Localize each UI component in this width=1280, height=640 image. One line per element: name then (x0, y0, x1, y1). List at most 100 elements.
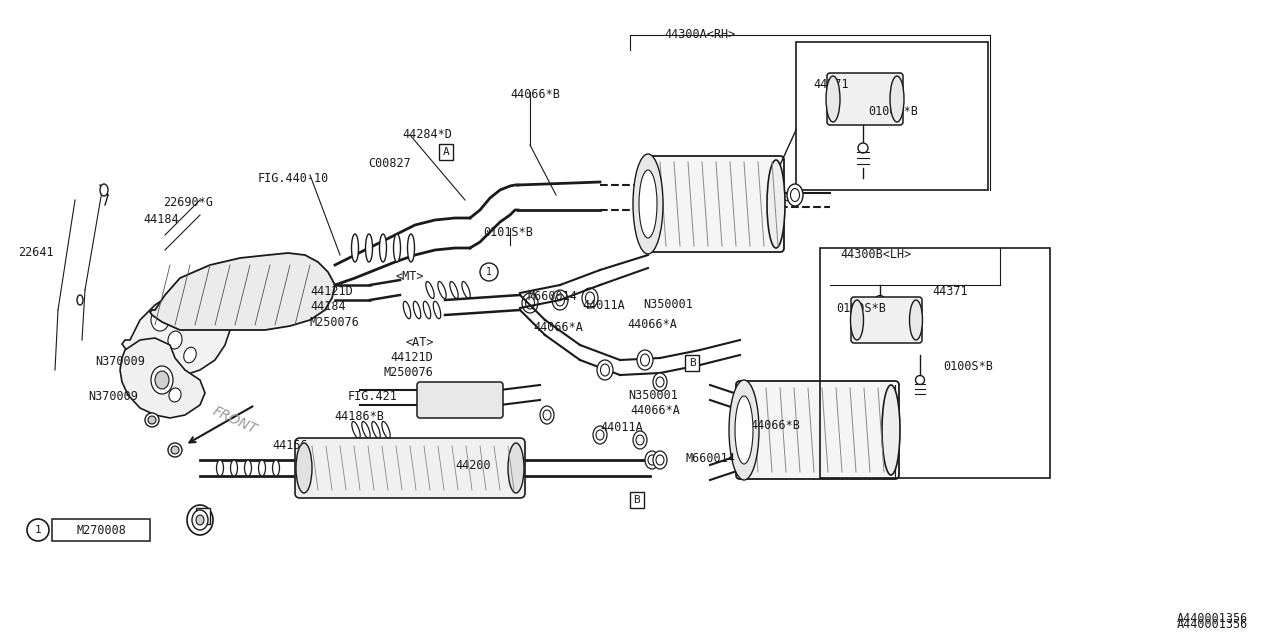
Text: 44066*B: 44066*B (750, 419, 800, 432)
Ellipse shape (850, 300, 864, 340)
Polygon shape (120, 338, 205, 418)
Text: 44284*D: 44284*D (402, 128, 452, 141)
Ellipse shape (352, 234, 358, 262)
Ellipse shape (151, 366, 173, 394)
Ellipse shape (791, 189, 800, 202)
Text: A440001356: A440001356 (1176, 618, 1248, 631)
Ellipse shape (735, 385, 753, 475)
Ellipse shape (637, 350, 653, 370)
Text: M250076: M250076 (383, 366, 433, 379)
Ellipse shape (556, 294, 564, 306)
Ellipse shape (634, 154, 663, 254)
Ellipse shape (259, 460, 265, 476)
Ellipse shape (910, 300, 923, 340)
Ellipse shape (526, 297, 535, 309)
Text: 0101S*B: 0101S*B (483, 226, 532, 239)
Ellipse shape (890, 76, 904, 122)
Text: M250076: M250076 (310, 316, 360, 329)
Bar (52, 519, 150, 541)
Ellipse shape (640, 354, 649, 366)
Ellipse shape (413, 301, 421, 319)
FancyBboxPatch shape (294, 438, 525, 498)
Ellipse shape (192, 510, 207, 530)
Text: B: B (689, 358, 695, 368)
Text: N350001: N350001 (628, 389, 678, 402)
Ellipse shape (522, 293, 538, 313)
Ellipse shape (657, 377, 664, 387)
Text: 44300A<RH>: 44300A<RH> (664, 28, 736, 41)
Text: 44186*B: 44186*B (334, 410, 384, 423)
Ellipse shape (77, 295, 83, 305)
Ellipse shape (915, 376, 924, 385)
Text: 44066*A: 44066*A (627, 318, 677, 331)
Ellipse shape (876, 296, 884, 305)
Ellipse shape (735, 396, 753, 464)
Text: 44184: 44184 (310, 300, 346, 313)
Ellipse shape (172, 446, 179, 454)
Ellipse shape (148, 416, 156, 424)
Ellipse shape (407, 234, 415, 262)
FancyBboxPatch shape (736, 381, 899, 479)
Ellipse shape (145, 413, 159, 427)
Ellipse shape (362, 422, 370, 438)
Text: 22641: 22641 (18, 246, 54, 259)
FancyBboxPatch shape (417, 382, 503, 418)
Ellipse shape (540, 406, 554, 424)
Ellipse shape (196, 515, 204, 525)
Ellipse shape (462, 282, 470, 298)
Text: 44371: 44371 (813, 78, 849, 91)
Text: 1: 1 (35, 525, 41, 535)
Text: A440001356: A440001356 (1176, 612, 1248, 625)
FancyBboxPatch shape (644, 156, 783, 252)
Text: <AT>: <AT> (406, 336, 434, 349)
Ellipse shape (645, 451, 659, 469)
Ellipse shape (296, 443, 312, 493)
Ellipse shape (653, 373, 667, 391)
Text: 44011A: 44011A (600, 421, 643, 434)
Text: 22690*G: 22690*G (163, 196, 212, 209)
Bar (820, 248, 1050, 478)
Text: 44300B<LH>: 44300B<LH> (840, 248, 911, 261)
Text: M660014: M660014 (686, 452, 736, 465)
FancyBboxPatch shape (827, 73, 902, 125)
Text: 44121D: 44121D (310, 285, 353, 298)
Ellipse shape (424, 301, 430, 319)
Ellipse shape (273, 460, 279, 476)
Text: 44156: 44156 (273, 439, 307, 452)
Polygon shape (122, 290, 230, 375)
Text: N350001: N350001 (643, 298, 692, 311)
Ellipse shape (449, 282, 458, 298)
Ellipse shape (634, 431, 646, 449)
Ellipse shape (787, 184, 803, 206)
Text: 44066*B: 44066*B (509, 88, 559, 101)
Ellipse shape (593, 426, 607, 444)
Ellipse shape (582, 288, 598, 308)
Ellipse shape (653, 451, 667, 469)
Ellipse shape (168, 331, 182, 349)
Ellipse shape (636, 435, 644, 445)
Ellipse shape (882, 385, 900, 475)
Text: 44200: 44200 (454, 459, 490, 472)
Ellipse shape (767, 160, 785, 248)
Text: 1: 1 (486, 267, 492, 277)
Circle shape (480, 263, 498, 281)
Ellipse shape (730, 380, 759, 480)
Ellipse shape (552, 290, 568, 310)
Circle shape (27, 519, 49, 541)
Text: 44371: 44371 (932, 285, 968, 298)
Text: M660014: M660014 (527, 290, 577, 303)
Text: 44184: 44184 (143, 213, 179, 226)
Ellipse shape (657, 455, 664, 465)
Ellipse shape (244, 460, 251, 476)
Text: M270008: M270008 (76, 524, 125, 536)
Text: A: A (200, 511, 206, 521)
Ellipse shape (168, 443, 182, 457)
Ellipse shape (379, 234, 387, 262)
Ellipse shape (639, 170, 657, 238)
Text: 0100S*B: 0100S*B (836, 302, 886, 315)
Ellipse shape (371, 422, 380, 438)
Ellipse shape (426, 282, 434, 298)
Text: 44066*A: 44066*A (630, 404, 680, 417)
Text: N370009: N370009 (95, 355, 145, 368)
Ellipse shape (585, 292, 594, 304)
